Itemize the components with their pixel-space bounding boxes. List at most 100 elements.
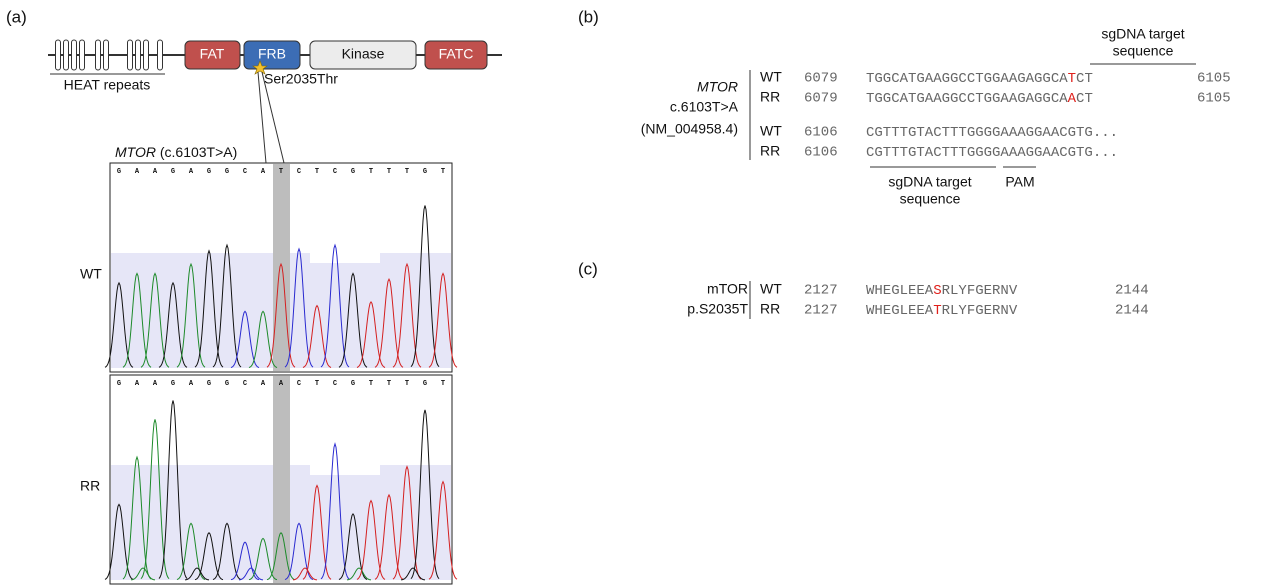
base-call: G [117,380,121,388]
variant: p.S2035T [687,301,748,317]
sequence-part: CT [1076,91,1093,107]
base-call: G [225,380,229,388]
highlight-column [273,376,290,583]
mutated-residue: S [933,283,941,299]
base-call: T [315,168,319,176]
heat-repeat [64,40,69,70]
heat-repeat [128,40,133,70]
mutated-residue: T [933,303,941,319]
annotation: sgDNA target [1101,26,1184,42]
sequence: WHEGLEEASRLYFGERNV [866,283,1018,299]
highlight-column [273,164,290,371]
annotation: sgDNA target [888,174,971,190]
mutated-residue: T [1068,71,1076,87]
base-call: C [297,380,301,388]
base-call: T [315,380,319,388]
heat-repeat [158,40,163,70]
annotation: PAM [1005,174,1034,190]
sequence-part: TGGCATGAAGGCCTGGAAGAGGCA [866,91,1068,107]
mutation-label: Ser2035Thr [264,71,338,87]
base-call: G [171,380,175,388]
base-call: G [207,168,211,176]
sequence-part: TGGCATGAAGGCCTGGAAGAGGCA [866,71,1068,87]
domain-label: FATC [439,46,474,62]
base-call: C [333,168,337,176]
base-call: G [225,168,229,176]
panel-label: (c) [578,259,598,278]
sequence-part: CT [1076,71,1093,87]
row-label: WT [760,69,782,85]
base-call: G [423,168,427,176]
sequence-rows: WT 6079 TGGCATGAAGGCCTGGAAGAGGCATCT 6105 RR 6… [760,69,1231,161]
row-label: RR [760,143,780,159]
heat-repeats [56,40,163,70]
heat-repeat [72,40,77,70]
sequence-part: RLYFGERNV [942,303,1018,319]
domain-label: Kinase [342,46,385,62]
transcript: (NM_004958.4) [641,121,738,137]
sequence-part: RLYFGERNV [942,283,1018,299]
row-start: 6106 [804,145,838,161]
row-label: RR [760,301,780,317]
row-label: RR [760,89,780,105]
base-call: T [441,380,445,388]
base-call: T [405,380,409,388]
trace-label: RR [80,478,100,494]
base-call: G [423,380,427,388]
row-start: 6079 [804,71,838,87]
base-call: C [297,168,301,176]
row-end: 6105 [1197,91,1231,107]
chromatogram-title: MTOR (c.6103T>A) [115,144,237,160]
base-call: T [405,168,409,176]
base-call: T [279,168,283,176]
heat-label: HEAT repeats [64,77,151,93]
base-call: C [243,168,247,176]
base-call: G [117,168,121,176]
heat-repeat [56,40,61,70]
heat-repeat [144,40,149,70]
heat-repeat [136,40,141,70]
sequence-part: CGTTTGTACTTTGGGGAAAGGAACGTG... [866,125,1118,141]
heat-repeat [96,40,101,70]
row-start: 2127 [804,283,838,299]
sequence: TGGCATGAAGGCCTGGAAGAGGCATCT [866,71,1093,87]
row-end: 6105 [1197,71,1231,87]
variant: c.6103T>A [670,99,739,115]
base-call: G [207,380,211,388]
domain-label: FAT [200,46,225,62]
base-call: T [387,380,391,388]
base-call: G [171,168,175,176]
sequence-part: CGTTTGTACTTTGGGGAAAGGAACGTG... [866,145,1118,161]
row-label: WT [760,281,782,297]
sequence-part: WHEGLEEA [866,303,934,319]
base-call: T [369,168,373,176]
variant: (c.6103T>A) [156,144,237,160]
heat-repeat [104,40,109,70]
row-start: 6079 [804,91,838,107]
trace-label: WT [80,266,102,282]
sequence: TGGCATGAAGGCCTGGAAGAGGCAACT [866,91,1093,107]
gene: MTOR [115,144,156,160]
protein: mTOR [707,281,748,297]
heat-repeat [80,40,85,70]
base-call: C [333,380,337,388]
sequence-part: WHEGLEEA [866,283,934,299]
domain-label: FRB [258,46,286,62]
base-call: G [351,380,355,388]
base-call: T [387,168,391,176]
row-end: 2144 [1115,283,1149,299]
row-start: 6106 [804,125,838,141]
panel-label: (a) [6,7,27,26]
base-call: T [369,380,373,388]
row-end: 2144 [1115,303,1149,319]
panel-label: (b) [578,7,599,26]
base-call: C [243,380,247,388]
annotation: sequence [1113,43,1174,59]
sequence: CGTTTGTACTTTGGGGAAAGGAACGTG... [866,125,1118,141]
sequence: CGTTTGTACTTTGGGGAAAGGAACGTG... [866,145,1118,161]
gene: MTOR [697,79,738,95]
annotation: sequence [900,191,961,207]
sequence: WHEGLEEATRLYFGERNV [866,303,1018,319]
